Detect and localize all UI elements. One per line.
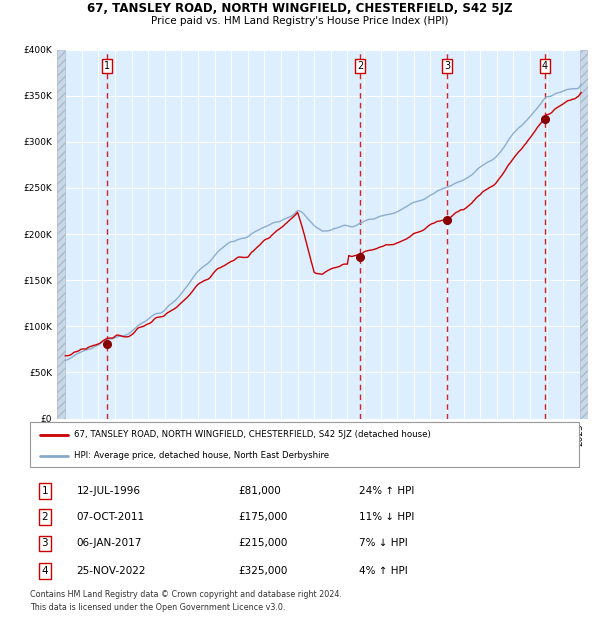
Text: 24% ↑ HPI: 24% ↑ HPI xyxy=(359,485,415,496)
Text: 07-OCT-2011: 07-OCT-2011 xyxy=(77,512,145,522)
Bar xyxy=(580,50,588,419)
Text: 2: 2 xyxy=(41,512,48,522)
Text: £81,000: £81,000 xyxy=(239,485,281,496)
Text: £175,000: £175,000 xyxy=(239,512,288,522)
Text: 3: 3 xyxy=(444,61,451,71)
Text: 25-NOV-2022: 25-NOV-2022 xyxy=(77,566,146,576)
Text: 12-JUL-1996: 12-JUL-1996 xyxy=(77,485,140,496)
Text: £215,000: £215,000 xyxy=(239,538,288,549)
Text: 06-JAN-2017: 06-JAN-2017 xyxy=(77,538,142,549)
Text: 3: 3 xyxy=(41,538,48,549)
Text: 4: 4 xyxy=(542,61,548,71)
Bar xyxy=(57,50,65,419)
Text: 4% ↑ HPI: 4% ↑ HPI xyxy=(359,566,408,576)
Text: Price paid vs. HM Land Registry's House Price Index (HPI): Price paid vs. HM Land Registry's House … xyxy=(151,16,449,26)
Text: 2: 2 xyxy=(357,61,363,71)
Text: This data is licensed under the Open Government Licence v3.0.: This data is licensed under the Open Gov… xyxy=(30,603,286,612)
Text: Contains HM Land Registry data © Crown copyright and database right 2024.: Contains HM Land Registry data © Crown c… xyxy=(30,590,342,600)
Text: 4: 4 xyxy=(41,566,48,576)
Text: 67, TANSLEY ROAD, NORTH WINGFIELD, CHESTERFIELD, S42 5JZ (detached house): 67, TANSLEY ROAD, NORTH WINGFIELD, CHEST… xyxy=(74,430,431,439)
Text: 1: 1 xyxy=(41,485,48,496)
Text: 67, TANSLEY ROAD, NORTH WINGFIELD, CHESTERFIELD, S42 5JZ: 67, TANSLEY ROAD, NORTH WINGFIELD, CHEST… xyxy=(87,1,513,14)
Text: £325,000: £325,000 xyxy=(239,566,288,576)
Text: HPI: Average price, detached house, North East Derbyshire: HPI: Average price, detached house, Nort… xyxy=(74,451,329,460)
Text: 1: 1 xyxy=(104,61,110,71)
Text: 7% ↓ HPI: 7% ↓ HPI xyxy=(359,538,408,549)
Text: 11% ↓ HPI: 11% ↓ HPI xyxy=(359,512,415,522)
